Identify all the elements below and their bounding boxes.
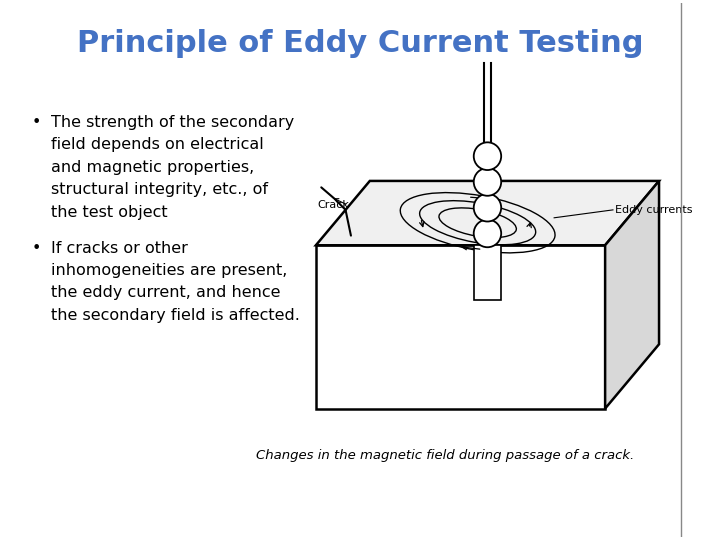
- Polygon shape: [316, 181, 659, 245]
- Text: Changes in the magnetic field during passage of a crack.: Changes in the magnetic field during pas…: [256, 449, 634, 462]
- Text: the secondary field is affected.: the secondary field is affected.: [51, 308, 300, 323]
- Polygon shape: [474, 245, 501, 300]
- Text: structural integrity, etc., of: structural integrity, etc., of: [51, 183, 268, 197]
- Text: the test object: the test object: [51, 205, 168, 220]
- Polygon shape: [605, 181, 659, 409]
- Text: •: •: [32, 115, 41, 130]
- Text: inhomogeneities are present,: inhomogeneities are present,: [51, 263, 287, 278]
- Text: The strength of the secondary: The strength of the secondary: [51, 115, 294, 130]
- Text: Eddy currents: Eddy currents: [615, 205, 693, 215]
- Text: the eddy current, and hence: the eddy current, and hence: [51, 286, 280, 300]
- Ellipse shape: [474, 168, 501, 196]
- Ellipse shape: [474, 194, 501, 221]
- Ellipse shape: [474, 143, 501, 170]
- Ellipse shape: [474, 220, 501, 247]
- Text: and magnetic properties,: and magnetic properties,: [51, 160, 254, 175]
- Polygon shape: [316, 245, 605, 409]
- Text: •: •: [32, 241, 41, 255]
- Text: Principle of Eddy Current Testing: Principle of Eddy Current Testing: [77, 30, 643, 58]
- Text: field depends on electrical: field depends on electrical: [51, 138, 264, 152]
- Text: If cracks or other: If cracks or other: [51, 241, 188, 255]
- Text: Crack: Crack: [317, 200, 348, 211]
